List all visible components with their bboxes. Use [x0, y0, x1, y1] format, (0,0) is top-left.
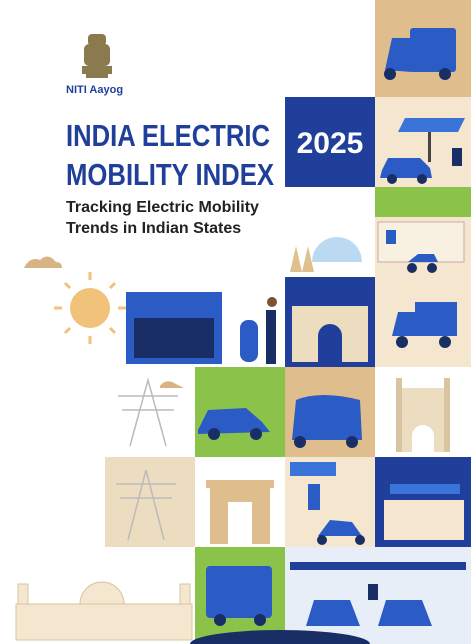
subtitle-line: Tracking Electric Mobility: [66, 199, 259, 216]
subtitle-line: Trends in Indian States: [66, 220, 241, 237]
title-line: INDIA ELECTRIC: [66, 118, 270, 153]
org-name: NITI Aayog: [66, 84, 123, 96]
title-line: MOBILITY INDEX: [66, 157, 274, 192]
illustrations: [15, 28, 466, 644]
year: 2025: [297, 127, 364, 160]
emblem: [82, 34, 112, 78]
